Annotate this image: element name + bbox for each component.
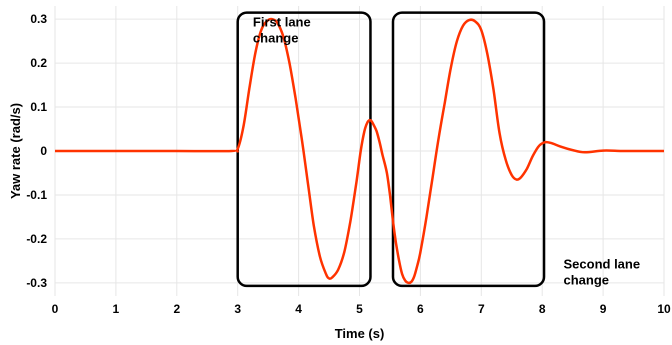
- yaw-rate-series-line: [55, 17, 664, 285]
- annotation-line: Second lane: [564, 256, 641, 271]
- annotation-line: First lane: [253, 15, 311, 30]
- y-tick-label: -0.2: [26, 232, 47, 246]
- series-layer: [55, 17, 664, 285]
- grid-lines: [54, 6, 665, 296]
- x-tick-label: 8: [539, 302, 546, 316]
- lane-change-box: [391, 11, 546, 288]
- y-tick-label: 0: [40, 144, 47, 158]
- annotation-line: change: [253, 31, 299, 46]
- y-tick-label: -0.3: [26, 276, 47, 290]
- x-axis-label: Time (s): [335, 326, 385, 341]
- x-tick-label: 6: [417, 302, 424, 316]
- y-tick-label: -0.1: [26, 188, 47, 202]
- annotation-text: First lane change: [253, 15, 311, 46]
- x-tick-label: 10: [657, 302, 671, 316]
- x-tick-label: 9: [600, 302, 607, 316]
- x-tick-label: 4: [295, 302, 302, 316]
- y-tick-label: 0.3: [30, 12, 47, 26]
- x-tick-label: 5: [356, 302, 363, 316]
- annotation-text: Second lane change: [564, 256, 641, 287]
- x-tick-label: 7: [478, 302, 485, 316]
- y-tick-label: 0.1: [30, 100, 47, 114]
- lane-change-boxes: [236, 11, 546, 288]
- y-tick-label: 0.2: [30, 56, 47, 70]
- annotation-line: change: [564, 272, 610, 287]
- x-tick-label: 3: [234, 302, 241, 316]
- x-tick-label: 0: [52, 302, 59, 316]
- tick-labels: 0 1 2 3 4 5 6 7 8 9 10 -0.3 -0.2 -0.1 0 0.1 0.2 0.3: [26, 12, 671, 316]
- x-tick-label: 1: [113, 302, 120, 316]
- x-tick-label: 2: [173, 302, 180, 316]
- y-axis-label: Yaw rate (rad/s): [8, 103, 23, 199]
